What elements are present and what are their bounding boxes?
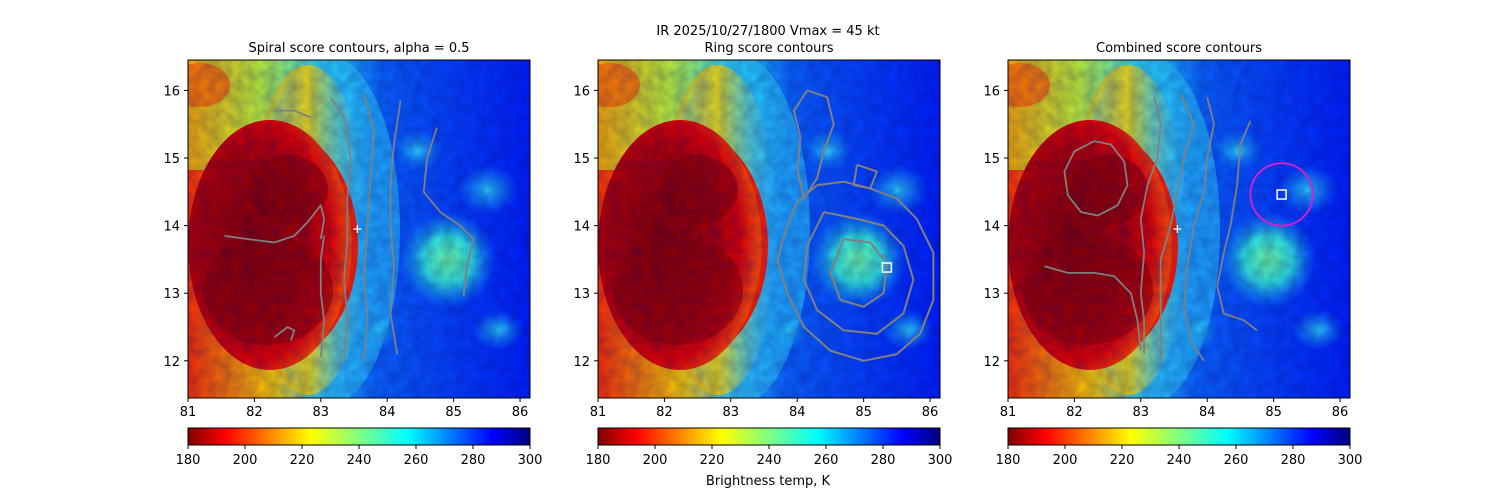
colorbar — [187, 427, 531, 446]
score-contour — [852, 163, 878, 190]
panel-combined: Combined score contours 81 82 83 84 85 86 12 13 1… — [983, 41, 1362, 468]
x-tick-label: 84 — [789, 405, 806, 420]
y-tick-label: 16 — [163, 84, 180, 99]
x-tick-label: 83 — [723, 405, 740, 420]
y-tick-label: 15 — [573, 152, 590, 167]
y-tick-label: 14 — [163, 220, 180, 235]
y-tick-label: 13 — [163, 287, 180, 302]
panel-title: Combined score contours — [1096, 41, 1262, 56]
center-square-marker — [1276, 189, 1287, 200]
x-tick-label: 85 — [855, 405, 872, 420]
score-contour — [224, 204, 325, 244]
score-contour — [1139, 96, 1162, 355]
center-plus-marker — [1173, 225, 1182, 233]
y-tick-label: 16 — [573, 84, 590, 99]
colorbar-label: Brightness temp, K — [706, 474, 831, 489]
x-tick-label: 86 — [1332, 405, 1349, 420]
x-tick-label: 82 — [656, 405, 673, 420]
colorbar-tick-label: 220 — [1110, 453, 1135, 468]
colorbar — [1007, 427, 1351, 446]
score-contour — [273, 326, 296, 341]
axes-frame — [187, 59, 531, 399]
axes-frame — [1007, 59, 1351, 399]
y-tick-label: 14 — [573, 220, 590, 235]
colorbar-tick-label: 280 — [1281, 453, 1306, 468]
y-tick-label: 13 — [573, 287, 590, 302]
score-contour — [1216, 120, 1258, 332]
x-tick-label: 84 — [379, 405, 396, 420]
x-tick-label: 86 — [922, 405, 939, 420]
colorbar — [597, 427, 941, 446]
score-contour — [792, 89, 835, 200]
panel-title: Spiral score contours, alpha = 0.5 — [248, 41, 469, 56]
colorbar-tick-label: 300 — [518, 453, 543, 468]
axes-frame — [597, 59, 941, 399]
score-contour — [1044, 265, 1142, 351]
score-contour — [363, 93, 375, 361]
heatmap-plot-area — [990, 55, 1350, 405]
y-tick-label: 13 — [983, 287, 1000, 302]
colorbar-tick-label: 240 — [1167, 453, 1192, 468]
y-tick-label: 15 — [983, 152, 1000, 167]
colorbar-tick-label: 220 — [290, 453, 315, 468]
score-contour — [776, 180, 935, 362]
x-tick-label: 86 — [512, 405, 529, 420]
y-tick-label: 12 — [983, 355, 1000, 370]
figure-suptitle: IR 2025/10/27/1800 Vmax = 45 kt — [656, 24, 879, 39]
panel-ring: Ring score contours 81 82 83 84 85 86 12 13 14 15 1… — [573, 41, 952, 468]
score-contour — [1183, 96, 1215, 362]
score-contour — [330, 96, 352, 361]
ir-brightness-image — [580, 55, 940, 405]
center-square-marker — [881, 262, 893, 273]
colorbar-tick-label: 200 — [233, 453, 258, 468]
colorbar-tick-label: 200 — [643, 453, 668, 468]
score-contour — [319, 235, 325, 358]
score-contour — [829, 238, 888, 308]
colorbar-tick-label: 260 — [1224, 453, 1249, 468]
colorbar-tick-label: 280 — [461, 453, 486, 468]
colorbar-tick-label: 220 — [700, 453, 725, 468]
x-tick-label: 82 — [1066, 405, 1083, 420]
score-contour — [1063, 140, 1129, 217]
colorbar-tick-label: 260 — [814, 453, 839, 468]
x-tick-label: 84 — [1199, 405, 1216, 420]
score-contour — [422, 127, 475, 297]
panel-title: Ring score contours — [704, 41, 833, 56]
x-tick-label: 81 — [180, 405, 197, 420]
y-tick-label: 15 — [163, 152, 180, 167]
score-contour — [389, 100, 402, 355]
x-tick-label: 82 — [246, 405, 263, 420]
colorbar-tick-label: 240 — [347, 453, 372, 468]
heatmap-plot-area — [170, 55, 530, 405]
x-tick-label: 81 — [590, 405, 607, 420]
y-tick-label: 12 — [573, 355, 590, 370]
colorbar-tick-label: 300 — [928, 453, 953, 468]
score-contour — [802, 211, 915, 335]
heatmap-plot-area — [580, 55, 940, 405]
y-tick-label: 12 — [163, 355, 180, 370]
colorbar-tick-label: 260 — [404, 453, 429, 468]
colorbar-tick-label: 180 — [996, 453, 1021, 468]
center-plus-marker — [353, 225, 362, 233]
colorbar-tick-label: 180 — [176, 453, 201, 468]
x-tick-label: 83 — [1133, 405, 1150, 420]
score-contour — [274, 109, 312, 119]
score-contour — [1159, 93, 1195, 361]
ir-brightness-image — [170, 55, 530, 405]
colorbar-tick-label: 280 — [871, 453, 896, 468]
colorbar-tick-label: 180 — [586, 453, 611, 468]
x-tick-label: 85 — [1265, 405, 1282, 420]
y-tick-label: 14 — [983, 220, 1000, 235]
x-tick-label: 81 — [1000, 405, 1017, 420]
colorbar-tick-label: 200 — [1053, 453, 1078, 468]
y-tick-label: 16 — [983, 84, 1000, 99]
colorbar-tick-label: 240 — [757, 453, 782, 468]
x-tick-label: 85 — [445, 405, 462, 420]
colorbar-tick-label: 300 — [1338, 453, 1363, 468]
x-tick-label: 83 — [313, 405, 330, 420]
ring-circle-marker — [1249, 162, 1314, 227]
panel-spiral: Spiral score contours, alpha = 0.5 81 82 83… — [163, 41, 542, 468]
